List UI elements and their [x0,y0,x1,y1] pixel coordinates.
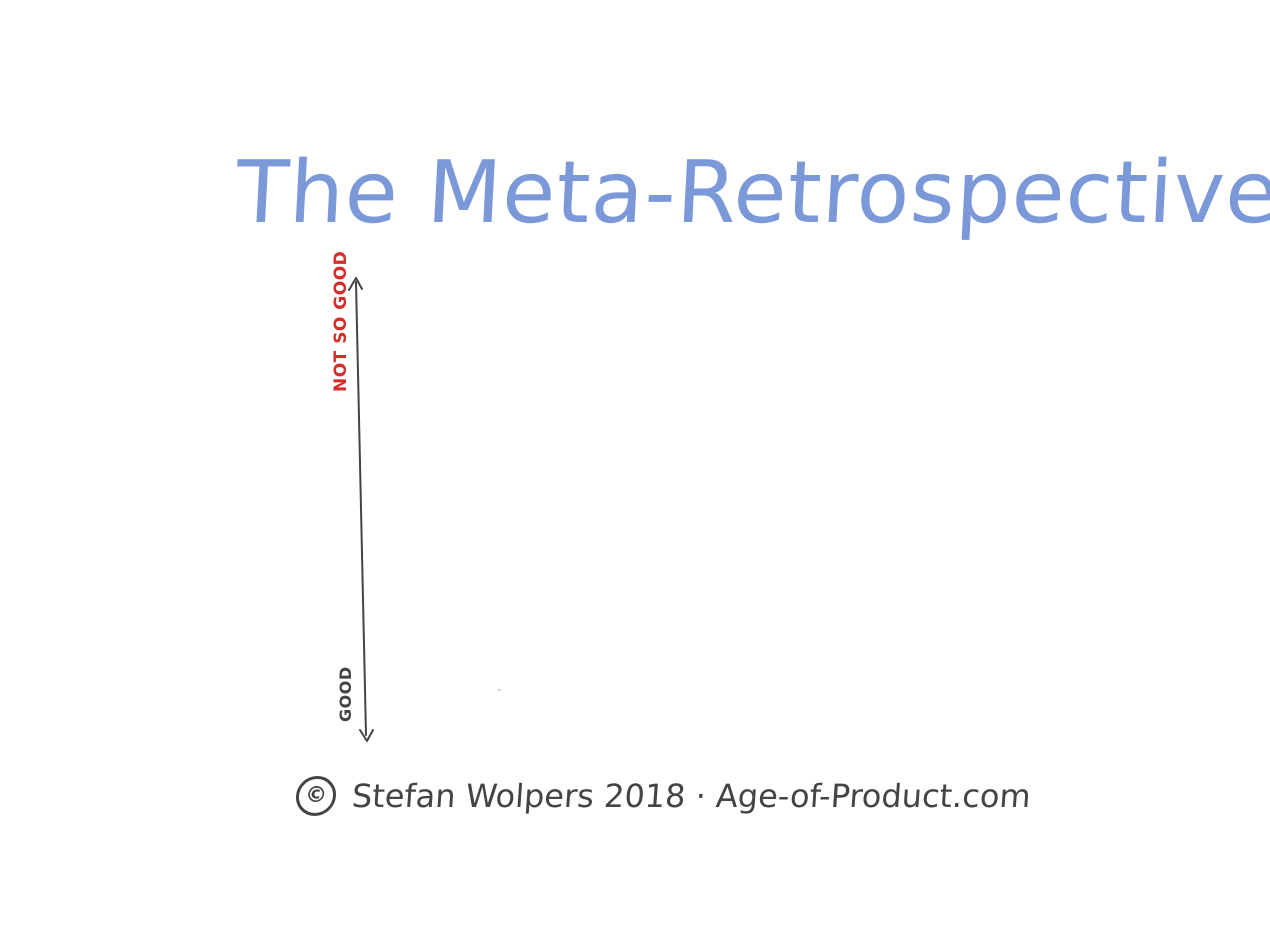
footer-credit: © Stefan Wolpers 2018 · Age-of-Product.c… [294,776,1033,816]
axis-bottom-label: GOOD [336,666,355,722]
copyright-icon: © [294,776,338,816]
arrowhead-up-icon [348,277,363,291]
footer-text: Stefan Wolpers 2018 · Age-of-Product.com [350,777,1033,815]
arrowhead-down-icon [359,729,374,742]
axis-line [355,281,367,736]
axis-top-label: NOT SO GOOD [331,250,351,392]
paper-speck [498,689,501,691]
